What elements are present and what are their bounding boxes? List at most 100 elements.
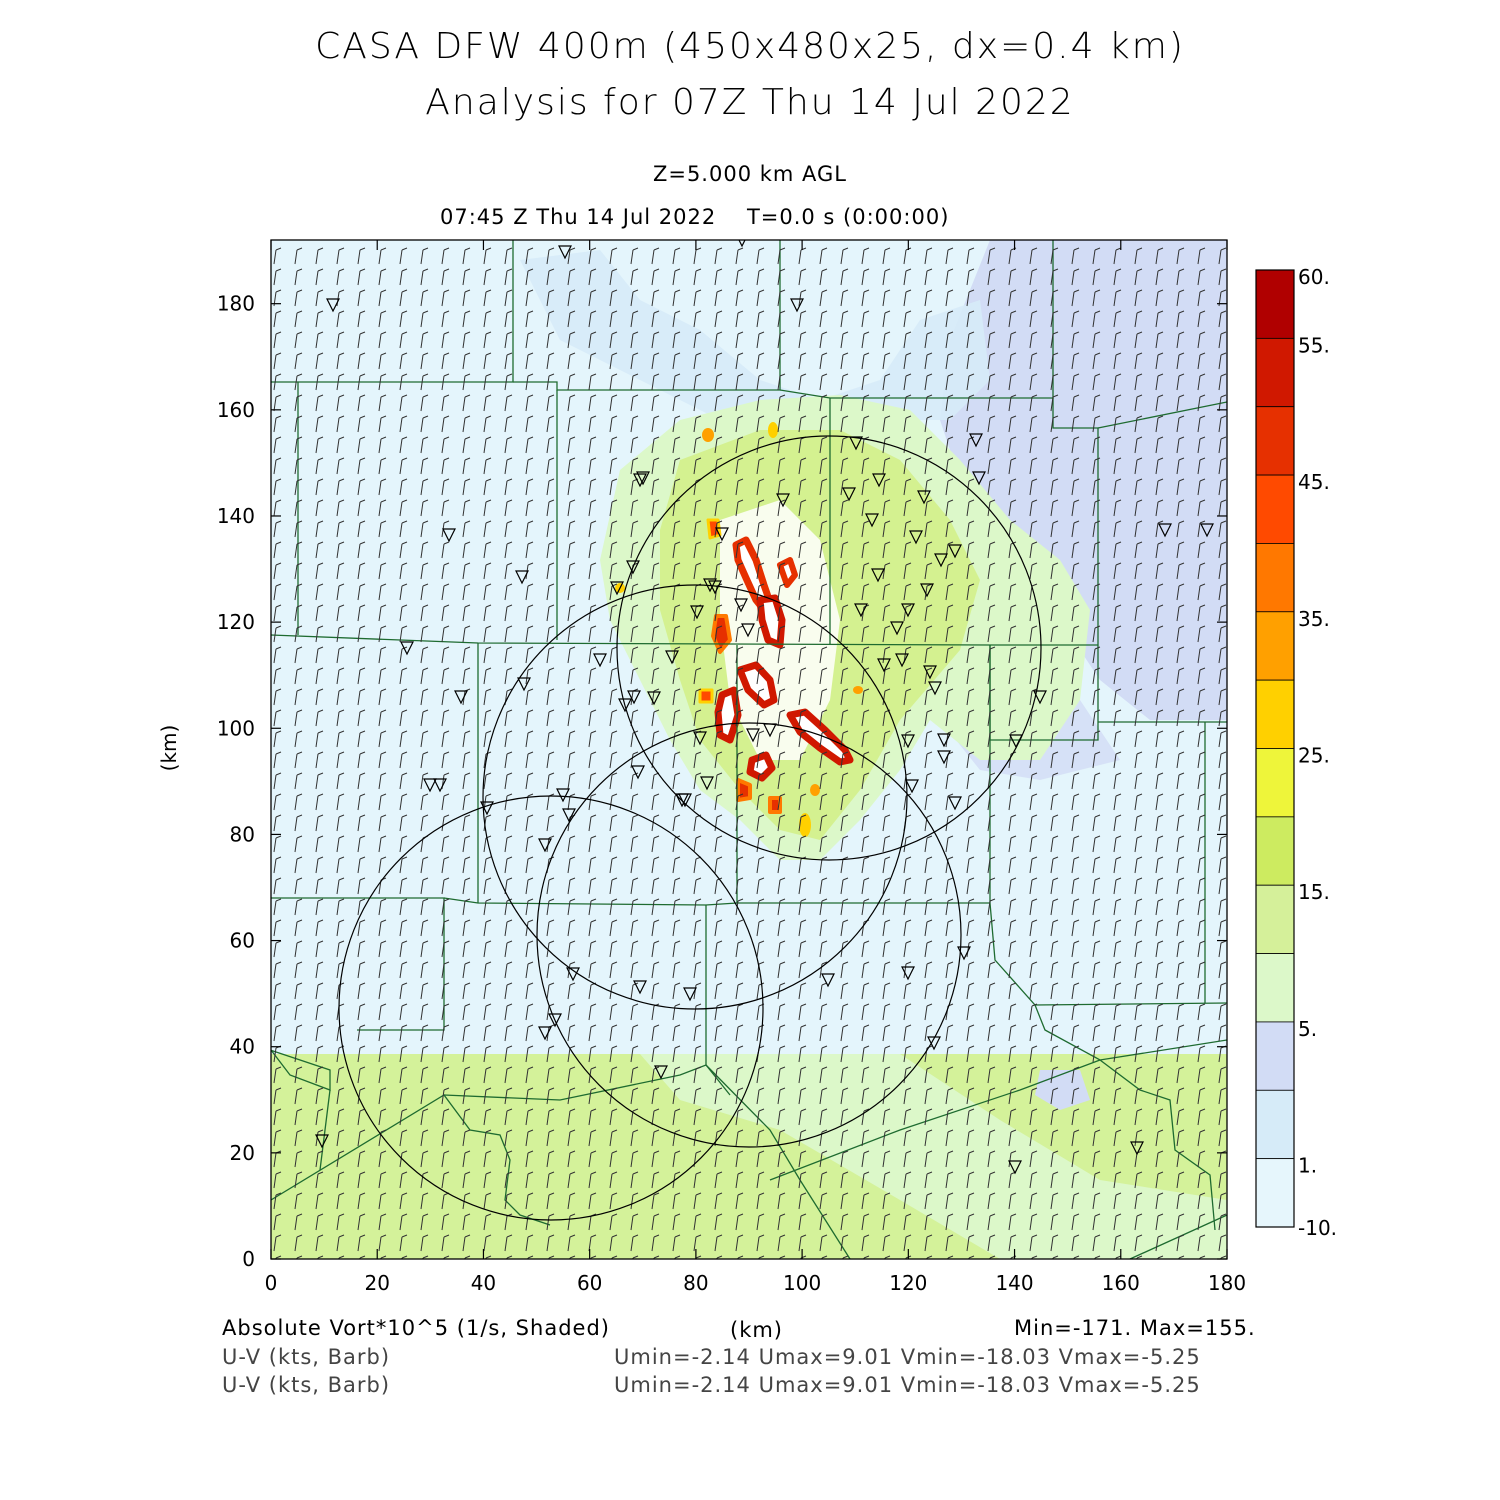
wind-barb xyxy=(588,541,597,559)
wind-barb xyxy=(651,877,660,895)
wind-barb xyxy=(546,457,555,475)
wind-barb xyxy=(294,919,303,937)
wind-barb xyxy=(966,1171,975,1189)
wind-barb xyxy=(462,247,471,265)
county-line xyxy=(271,634,1098,646)
wind-barb xyxy=(861,646,870,664)
wind-barb xyxy=(399,310,408,328)
wind-barb xyxy=(987,667,996,685)
wind-barb xyxy=(525,709,534,727)
wind-barb xyxy=(1008,415,1017,433)
wind-barb xyxy=(714,1108,723,1126)
wind-barb xyxy=(798,1129,807,1147)
wind-barb xyxy=(1176,646,1185,664)
wind-barb xyxy=(525,541,534,559)
wind-barb xyxy=(441,961,450,979)
wind-barb xyxy=(840,1087,849,1105)
wind-barb xyxy=(336,961,345,979)
wind-barb xyxy=(819,793,828,811)
wind-barb xyxy=(756,289,765,307)
wind-barb xyxy=(1155,247,1164,265)
wind-barb xyxy=(273,562,282,580)
station-marker xyxy=(865,513,879,528)
wind-barb xyxy=(483,457,492,475)
wind-barb xyxy=(378,730,387,748)
wind-barb xyxy=(1176,709,1185,727)
wind-barb xyxy=(1029,814,1038,832)
wind-barb xyxy=(840,709,849,727)
wind-barb xyxy=(777,1024,786,1042)
wind-barb xyxy=(483,373,492,391)
wind-barb xyxy=(336,1171,345,1189)
wind-barb xyxy=(525,1045,534,1063)
wind-barb xyxy=(315,583,324,601)
wind-barb xyxy=(294,751,303,769)
wind-barb xyxy=(273,730,282,748)
wind-barb xyxy=(693,982,702,1000)
wind-barb xyxy=(1218,835,1227,853)
wind-barb xyxy=(399,1003,408,1021)
wind-barb xyxy=(336,310,345,328)
wind-barb xyxy=(672,1066,681,1084)
wind-barb xyxy=(1176,583,1185,601)
wind-barb xyxy=(1155,625,1164,643)
wind-barb xyxy=(735,625,744,643)
wind-barb xyxy=(1050,667,1059,685)
wind-barb xyxy=(357,247,366,265)
wind-barb xyxy=(420,646,429,664)
wind-barb xyxy=(483,919,492,937)
wind-barb xyxy=(294,1234,303,1252)
wind-barb xyxy=(693,1129,702,1147)
wind-barb xyxy=(525,394,534,412)
wind-barb xyxy=(294,961,303,979)
wind-barb xyxy=(693,1024,702,1042)
wind-barb xyxy=(546,751,555,769)
wind-barb xyxy=(462,394,471,412)
wind-barb xyxy=(441,1129,450,1147)
wind-barb xyxy=(861,478,870,496)
wind-barb xyxy=(693,1108,702,1126)
wind-barb xyxy=(861,1213,870,1231)
wind-barb xyxy=(1134,646,1143,664)
wind-barb xyxy=(819,1024,828,1042)
wind-barb xyxy=(294,730,303,748)
wind-barb xyxy=(1113,583,1122,601)
wind-barb xyxy=(798,457,807,475)
wind-barb xyxy=(336,1150,345,1168)
wind-barb xyxy=(651,814,660,832)
wind-barb xyxy=(525,730,534,748)
wind-barb xyxy=(1008,247,1017,265)
wind-barb xyxy=(315,541,324,559)
wind-barb xyxy=(525,247,534,265)
wind-barb xyxy=(378,646,387,664)
wind-barb xyxy=(735,751,744,769)
station-marker xyxy=(683,987,697,1002)
wind-barb xyxy=(630,898,639,916)
wind-barb xyxy=(1113,331,1122,349)
wind-barb xyxy=(756,436,765,454)
wind-barb xyxy=(441,352,450,370)
colorbar-frame xyxy=(1255,269,1295,1228)
wind-barb xyxy=(1197,1129,1206,1147)
wind-barb xyxy=(987,940,996,958)
wind-barb xyxy=(462,940,471,958)
wind-barb xyxy=(273,982,282,1000)
wind-barb xyxy=(1155,394,1164,412)
wind-barb xyxy=(504,730,513,748)
wind-barb xyxy=(546,520,555,538)
wind-barb xyxy=(1050,541,1059,559)
wind-barb xyxy=(1176,877,1185,895)
wind-barb xyxy=(735,1045,744,1063)
wind-barb xyxy=(273,478,282,496)
wind-barb xyxy=(546,394,555,412)
wind-barb xyxy=(378,562,387,580)
wind-barb xyxy=(420,604,429,622)
wind-barb xyxy=(882,310,891,328)
wind-barb xyxy=(966,268,975,286)
wind-barb xyxy=(630,415,639,433)
station-marker xyxy=(901,966,915,981)
wind-barb xyxy=(1050,562,1059,580)
wind-barb xyxy=(588,982,597,1000)
county-line xyxy=(271,1094,551,1226)
wind-barb xyxy=(1218,478,1227,496)
